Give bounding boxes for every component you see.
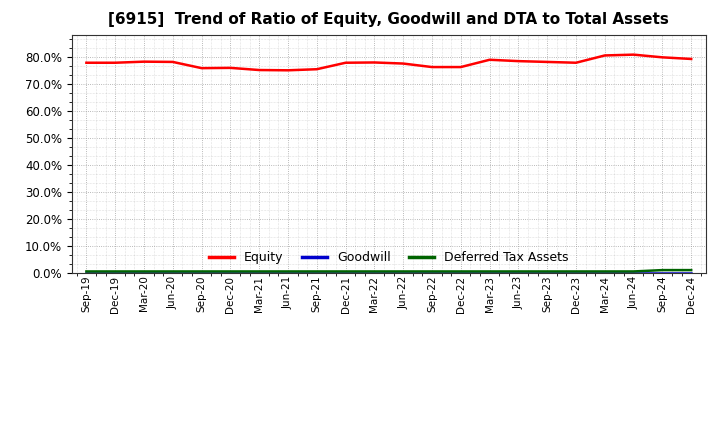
Goodwill [456,270,465,275]
Goodwill [485,270,494,275]
Equity [341,60,350,66]
Deferred Tax Assets [629,269,638,274]
Goodwill [312,270,321,275]
Equity [168,59,177,65]
Deferred Tax Assets [370,269,379,274]
Equity [226,65,235,70]
Deferred Tax Assets [456,269,465,274]
Goodwill [687,270,696,275]
Goodwill [226,270,235,275]
Line: Equity: Equity [86,55,691,70]
Equity [543,59,552,65]
Goodwill [197,270,206,275]
Deferred Tax Assets [226,269,235,274]
Deferred Tax Assets [111,269,120,274]
Equity [600,53,609,58]
Deferred Tax Assets [514,269,523,274]
Line: Deferred Tax Assets: Deferred Tax Assets [86,270,691,271]
Deferred Tax Assets [197,269,206,274]
Equity [312,66,321,72]
Equity [687,56,696,62]
Deferred Tax Assets [658,268,667,273]
Equity [629,52,638,57]
Legend: Equity, Goodwill, Deferred Tax Assets: Equity, Goodwill, Deferred Tax Assets [204,246,574,269]
Deferred Tax Assets [140,269,148,274]
Equity [197,66,206,71]
Equity [111,60,120,66]
Goodwill [168,270,177,275]
Goodwill [572,270,580,275]
Goodwill [284,270,292,275]
Goodwill [370,270,379,275]
Deferred Tax Assets [600,269,609,274]
Goodwill [111,270,120,275]
Deferred Tax Assets [341,269,350,274]
Goodwill [140,270,148,275]
Equity [456,64,465,70]
Goodwill [629,270,638,275]
Deferred Tax Assets [428,269,436,274]
Equity [140,59,148,64]
Deferred Tax Assets [485,269,494,274]
Equity [658,55,667,60]
Goodwill [543,270,552,275]
Equity [370,60,379,65]
Equity [284,68,292,73]
Deferred Tax Assets [284,269,292,274]
Equity [255,67,264,73]
Goodwill [255,270,264,275]
Deferred Tax Assets [687,268,696,273]
Equity [399,61,408,66]
Goodwill [399,270,408,275]
Goodwill [428,270,436,275]
Deferred Tax Assets [312,269,321,274]
Goodwill [600,270,609,275]
Goodwill [341,270,350,275]
Equity [82,60,91,66]
Deferred Tax Assets [168,269,177,274]
Equity [428,64,436,70]
Equity [572,60,580,66]
Title: [6915]  Trend of Ratio of Equity, Goodwill and DTA to Total Assets: [6915] Trend of Ratio of Equity, Goodwil… [109,12,669,27]
Deferred Tax Assets [572,269,580,274]
Deferred Tax Assets [399,269,408,274]
Equity [485,57,494,62]
Equity [514,59,523,64]
Goodwill [82,270,91,275]
Goodwill [514,270,523,275]
Deferred Tax Assets [82,269,91,274]
Deferred Tax Assets [543,269,552,274]
Goodwill [658,270,667,275]
Deferred Tax Assets [255,269,264,274]
